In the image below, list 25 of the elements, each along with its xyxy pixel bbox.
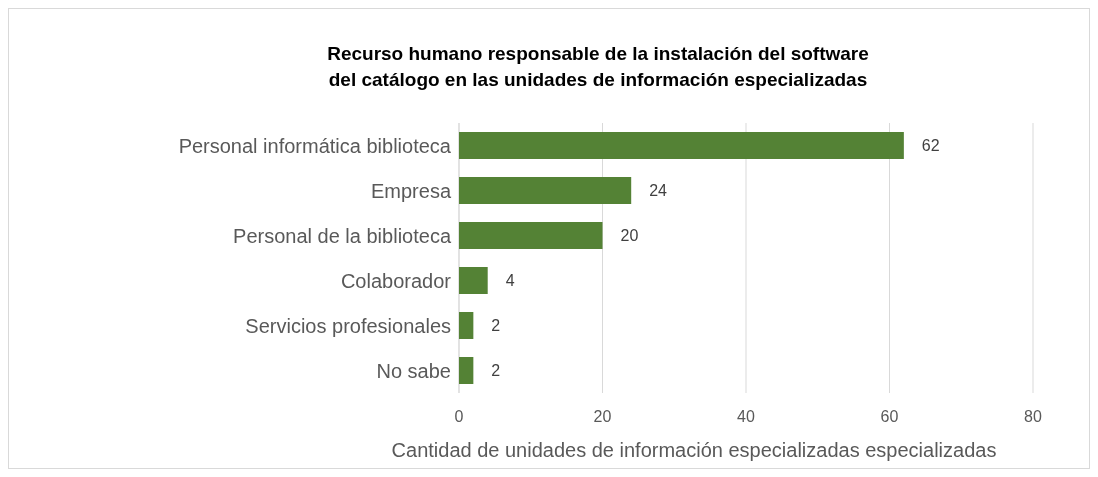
y-tick-label: Personal informática biblioteca: [178, 134, 452, 157]
y-tick-label: Empresa: [370, 179, 452, 202]
x-axis-title: Cantidad de unidades de información especializadas especializadas: [391, 439, 997, 461]
x-tick-label: 0: [454, 408, 464, 425]
x-tick-label: 60: [880, 408, 899, 425]
bar: [459, 357, 474, 384]
data-label: 20: [620, 227, 639, 244]
x-tick-label: 80: [1024, 408, 1042, 425]
data-label: 62: [921, 137, 940, 154]
x-tick-label: 40: [737, 408, 755, 425]
y-tick-label: Servicios profesionales: [245, 314, 451, 337]
data-label: 4: [505, 272, 515, 289]
x-tick-label: 20: [593, 408, 612, 425]
data-label: 2: [491, 362, 501, 379]
chart-title: Recurso humano responsable de la instalación del software del catálogo en las unidades de información especializadas: [327, 43, 869, 90]
data-label: 24: [649, 182, 668, 199]
y-tick-label: Colaborador: [340, 269, 452, 292]
bar: [459, 312, 474, 339]
bar: [459, 222, 603, 249]
bar: [459, 267, 488, 294]
y-tick-label: Personal de la biblioteca: [233, 224, 452, 247]
data-label: 2: [491, 317, 501, 334]
y-tick-label: No sabe: [376, 359, 451, 382]
bar: [459, 132, 904, 159]
bar: [459, 177, 632, 204]
